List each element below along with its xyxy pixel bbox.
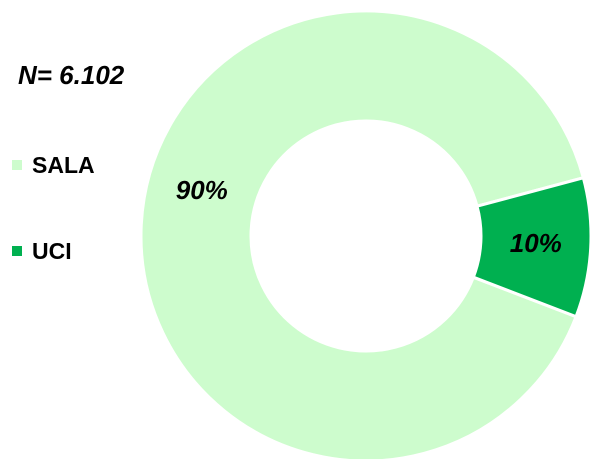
legend-label-sala: SALA [32, 151, 95, 178]
legend-item-uci: UCI [12, 234, 95, 268]
legend-swatch-uci [12, 246, 22, 256]
sample-size-label: N= 6.102 [18, 60, 125, 90]
legend-swatch-sala [12, 160, 22, 170]
donut-slice-labels: 90% 10% [176, 175, 562, 258]
donut-slice-uci [471, 175, 593, 319]
slice-label-uci: 10% [510, 228, 562, 258]
legend-label-uci: UCI [32, 237, 72, 264]
legend-item-sala: SALA [12, 148, 95, 182]
legend: SALA UCI [12, 148, 95, 320]
slice-label-sala: 90% [176, 175, 228, 205]
donut-slices [139, 9, 593, 459]
donut-slice-sala [139, 9, 586, 459]
